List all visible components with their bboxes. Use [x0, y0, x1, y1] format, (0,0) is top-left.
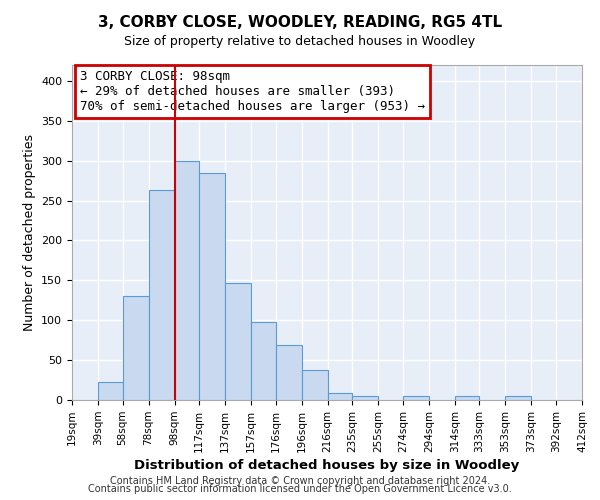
- Bar: [122, 296, 149, 400]
- Bar: [98, 382, 122, 400]
- X-axis label: Distribution of detached houses by size in Woodley: Distribution of detached houses by size …: [134, 459, 520, 472]
- Bar: [149, 190, 175, 400]
- Bar: [352, 396, 378, 400]
- Bar: [505, 396, 532, 400]
- Y-axis label: Number of detached properties: Number of detached properties: [23, 134, 35, 331]
- Text: 3, CORBY CLOSE, WOODLEY, READING, RG5 4TL: 3, CORBY CLOSE, WOODLEY, READING, RG5 4T…: [98, 15, 502, 30]
- Bar: [455, 396, 479, 400]
- Text: Contains HM Land Registry data © Crown copyright and database right 2024.: Contains HM Land Registry data © Crown c…: [110, 476, 490, 486]
- Bar: [302, 370, 328, 400]
- Text: Size of property relative to detached houses in Woodley: Size of property relative to detached ho…: [124, 35, 476, 48]
- Bar: [403, 396, 429, 400]
- Bar: [199, 174, 225, 400]
- Text: Contains public sector information licensed under the Open Government Licence v3: Contains public sector information licen…: [88, 484, 512, 494]
- Bar: [225, 282, 251, 400]
- Bar: [328, 393, 352, 400]
- Bar: [276, 345, 302, 400]
- Bar: [251, 322, 276, 400]
- Text: 3 CORBY CLOSE: 98sqm
← 29% of detached houses are smaller (393)
70% of semi-deta: 3 CORBY CLOSE: 98sqm ← 29% of detached h…: [80, 70, 425, 113]
- Bar: [175, 160, 199, 400]
